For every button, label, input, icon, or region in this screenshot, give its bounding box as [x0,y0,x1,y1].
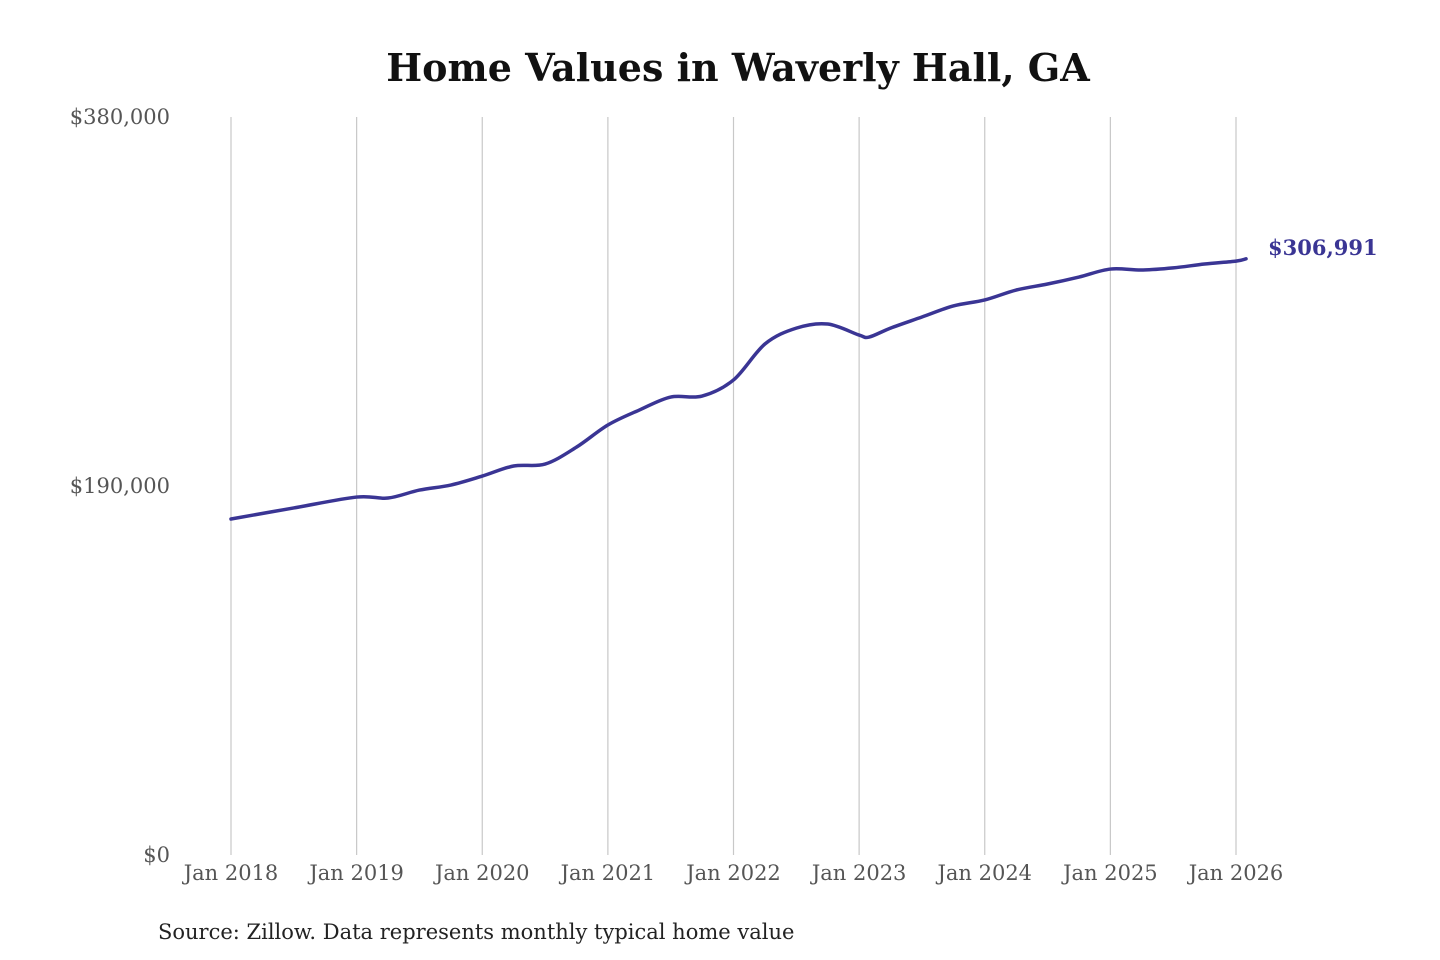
source-note: Source: Zillow. Data represents monthly … [158,920,794,944]
y-tick-label: $380,000 [70,105,170,129]
x-tick-label: Jan 2023 [810,861,907,885]
x-tick-label: Jan 2021 [559,861,656,885]
chart-title: Home Values in Waverly Hall, GA [386,45,1090,90]
x-tick-label: Jan 2020 [433,861,530,885]
x-tick-label: Jan 2025 [1061,861,1158,885]
y-tick-label: $0 [143,843,170,867]
x-tick-label: Jan 2026 [1187,861,1284,885]
y-tick-label: $190,000 [70,474,170,498]
x-tick-label: Jan 2024 [935,861,1032,885]
series-line [229,257,1248,521]
x-tick-label: Jan 2018 [182,861,279,885]
x-tick-label: Jan 2019 [307,861,404,885]
end-value-label: $306,991 [1268,235,1378,260]
x-tick-label: Jan 2022 [684,861,781,885]
